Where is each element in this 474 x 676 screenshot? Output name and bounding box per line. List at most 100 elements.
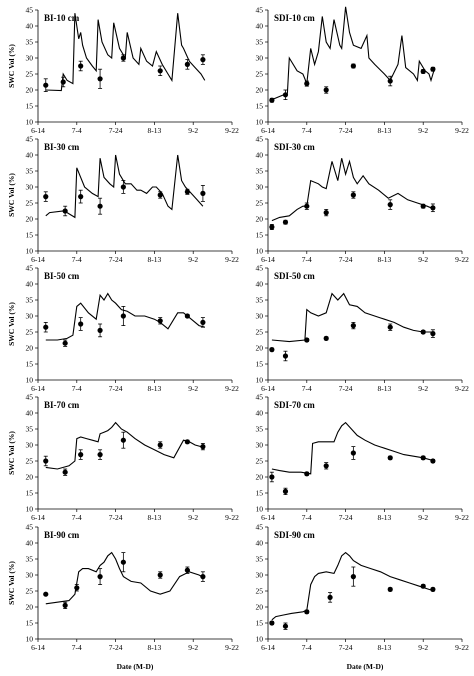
panel-sdi-10-cm: 10 15 20 25 30 35 40 45 6-14 7-4 7-24 8-13 9-2 9-22 SD…: [256, 6, 470, 136]
observed-point: [323, 87, 329, 93]
x-tick-label: 9-22: [455, 384, 469, 393]
panel-title: BI-50 cm: [44, 271, 80, 281]
y-tick-label: 40: [26, 22, 34, 31]
x-tick-label: 9-22: [225, 513, 239, 522]
observed-point: [282, 623, 289, 629]
y-tick-label: 40: [26, 409, 34, 418]
observed-point: [97, 327, 103, 333]
y-tick-label: 20: [256, 215, 264, 224]
y-tick-label: 45: [256, 135, 264, 144]
observed-point: [120, 313, 126, 319]
x-tick-label: 7-24: [109, 513, 123, 522]
observed-point: [43, 324, 49, 330]
x-tick-label: 6-14: [31, 126, 45, 135]
y-tick-label: 25: [26, 70, 34, 79]
x-tick-label: 9-2: [418, 643, 428, 652]
y-tick-label: 30: [26, 183, 34, 192]
panel-bi-90-cm: 10 15 20 25 30 35 40 45 6-14 7-4 7-24 8-13 9-2 9-22 BI…: [7, 523, 239, 653]
y-tick-label: 20: [26, 603, 34, 612]
observed-point: [350, 63, 356, 69]
y-tick-label: 45: [26, 523, 34, 532]
observed-point: [120, 55, 126, 61]
observed-point: [387, 324, 393, 330]
observed-point: [62, 469, 68, 475]
observed-point: [387, 78, 393, 84]
observed-point: [420, 68, 426, 75]
x-tick-label: 7-4: [302, 255, 312, 264]
y-tick-label: 30: [256, 312, 264, 321]
y-tick-label: 35: [26, 555, 34, 564]
observed-point: [430, 66, 436, 72]
y-tick-label: 25: [256, 199, 264, 208]
observed-point: [60, 79, 66, 85]
x-tick-label: 7-24: [109, 643, 123, 652]
y-tick-label: 20: [26, 344, 34, 353]
y-tick-label: 15: [256, 489, 264, 498]
y-tick-label: 30: [256, 571, 264, 580]
observed-point: [43, 591, 49, 597]
observed-point: [157, 442, 163, 448]
y-tick-label: 10: [26, 247, 34, 256]
panel-title: SDI-90 cm: [274, 530, 315, 540]
observed-point: [43, 194, 49, 200]
y-tick-label: 20: [256, 603, 264, 612]
y-tick-label: 40: [26, 539, 34, 548]
x-tick-label: 7-24: [109, 126, 123, 135]
observed-point: [387, 586, 393, 593]
panel-sdi-70-cm: 10 15 20 25 30 35 40 45 6-14 7-4 7-24 8-13 9-2 9-22 SD…: [256, 393, 470, 523]
y-tick-label: 25: [256, 457, 264, 466]
x-tick-label: 7-24: [339, 255, 353, 264]
observed-point: [200, 190, 206, 196]
panel-sdi-90-cm: 10 15 20 25 30 35 40 45 6-14 7-4 7-24 8-13 9-2 9-22 SD…: [256, 523, 470, 653]
x-tick-label: 6-14: [261, 384, 275, 393]
x-tick-label: 9-22: [455, 643, 469, 652]
panel-bi-30-cm: 10 15 20 25 30 35 40 45 6-14 7-4 7-24 8-13 9-2 9-22 BI…: [7, 135, 239, 265]
y-tick-label: 15: [26, 619, 34, 628]
y-tick-label: 30: [26, 571, 34, 580]
y-tick-label: 35: [256, 555, 264, 564]
y-tick-label: 10: [256, 247, 264, 256]
panel-title: BI-70 cm: [44, 400, 80, 410]
observed-point: [350, 450, 356, 456]
y-tick-label: 45: [256, 6, 264, 15]
y-tick-label: 10: [26, 118, 34, 127]
y-tick-label: 35: [256, 167, 264, 176]
y-tick-label: 35: [256, 425, 264, 434]
x-tick-label: 7-4: [302, 384, 312, 393]
y-tick-label: 25: [26, 587, 34, 596]
observed-point: [282, 488, 289, 494]
y-tick-label: 10: [26, 376, 34, 385]
y-tick-label: 15: [26, 102, 34, 111]
x-tick-label: 9-2: [188, 384, 198, 393]
y-tick-label: 45: [256, 264, 264, 273]
x-tick-label: 8-13: [378, 384, 392, 393]
x-tick-label: 9-22: [225, 126, 239, 135]
y-tick-label: 35: [26, 296, 34, 305]
y-axis-title: SWC Vol (%): [7, 173, 16, 217]
y-tick-label: 45: [256, 393, 264, 402]
x-tick-label: 6-14: [31, 513, 45, 522]
observed-point: [78, 321, 84, 327]
observed-point: [184, 61, 190, 67]
y-tick-label: 45: [26, 393, 34, 402]
observed-point: [43, 458, 49, 464]
y-tick-label: 30: [26, 54, 34, 63]
y-tick-label: 35: [26, 425, 34, 434]
x-axis-title-right: Date (M-D): [346, 662, 384, 671]
y-tick-label: 10: [26, 505, 34, 514]
observed-point: [120, 437, 126, 443]
simulated-line: [271, 292, 435, 343]
observed-point: [269, 474, 275, 480]
x-tick-label: 8-13: [148, 513, 162, 522]
y-tick-label: 10: [256, 376, 264, 385]
observed-point: [430, 586, 436, 593]
x-tick-label: 6-14: [31, 643, 45, 652]
x-tick-label: 7-4: [72, 513, 82, 522]
y-tick-label: 40: [256, 539, 264, 548]
y-tick-label: 40: [256, 151, 264, 160]
observed-point: [78, 63, 84, 69]
observed-point: [420, 329, 426, 335]
x-tick-label: 7-24: [339, 643, 353, 652]
y-tick-label: 45: [26, 135, 34, 144]
